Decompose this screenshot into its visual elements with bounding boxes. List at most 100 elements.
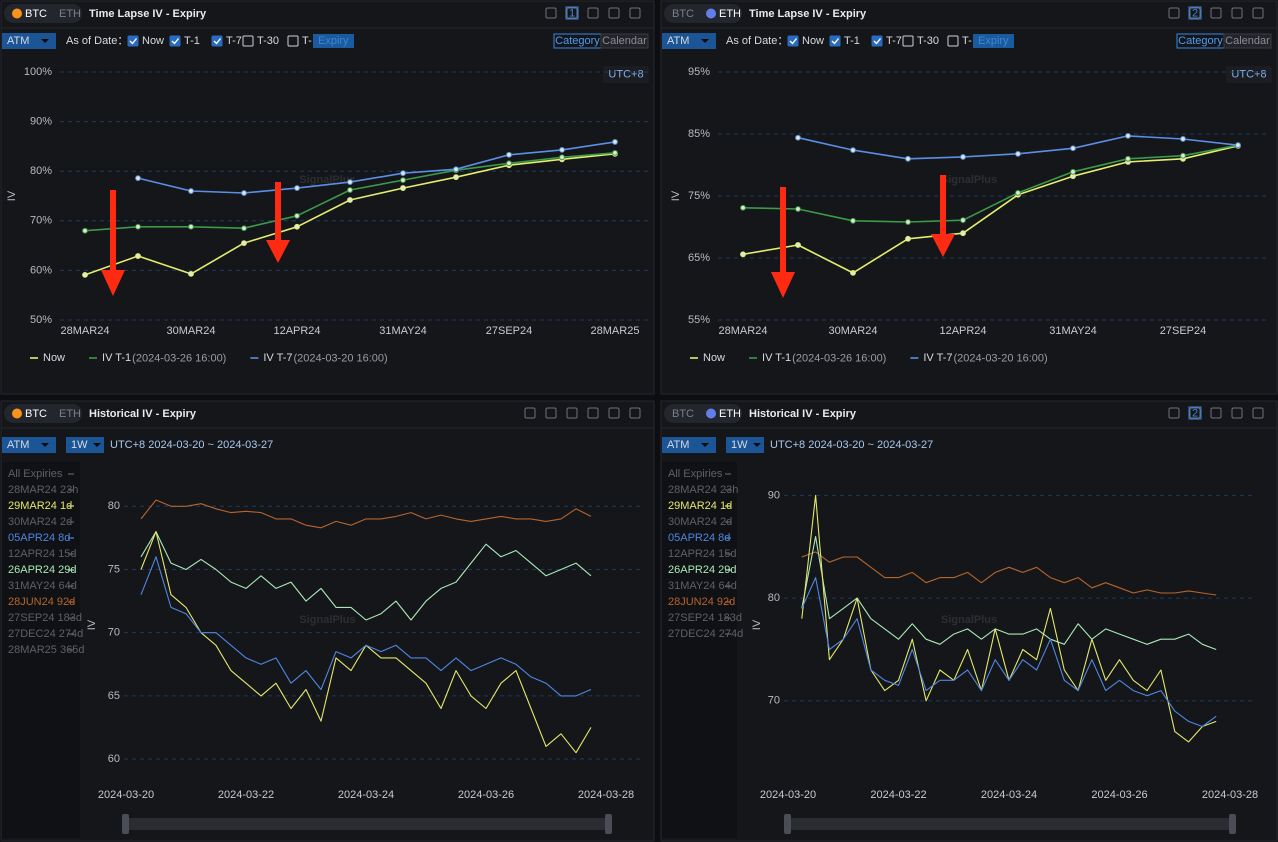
toolbar-icon[interactable] bbox=[1252, 7, 1264, 19]
expiry-item[interactable]: 28MAR24 23h bbox=[8, 484, 78, 496]
legend-label[interactable]: Now bbox=[43, 352, 65, 364]
expiry-item[interactable]: 27SEP24 183d bbox=[8, 612, 82, 624]
expiry-item[interactable]: 05APR24 8d bbox=[8, 532, 70, 544]
mode-dropdown[interactable] bbox=[2, 33, 56, 49]
checkbox[interactable] bbox=[287, 35, 299, 47]
range-slider[interactable] bbox=[784, 818, 1236, 830]
page-badge-box[interactable] bbox=[565, 6, 579, 20]
checkbox[interactable] bbox=[127, 35, 139, 47]
toolbar-icon[interactable] bbox=[566, 407, 578, 419]
checkbox[interactable] bbox=[787, 35, 799, 47]
legend-label[interactable]: IV T-7 bbox=[263, 352, 292, 364]
expiry-item[interactable]: 28MAR24 23h bbox=[668, 484, 738, 496]
slider-handle[interactable] bbox=[1229, 814, 1236, 834]
period-value: 1W bbox=[71, 439, 88, 451]
expiry-item[interactable]: 31MAY24 64d bbox=[8, 580, 77, 592]
slider-handle[interactable] bbox=[784, 814, 791, 834]
slider-handle[interactable] bbox=[122, 814, 129, 834]
range-slider[interactable] bbox=[122, 818, 612, 830]
mode-dropdown[interactable] bbox=[662, 33, 716, 49]
y-axis-label: IV bbox=[670, 190, 682, 201]
page-badge-box[interactable] bbox=[1188, 406, 1202, 420]
toolbar-icon[interactable] bbox=[1252, 407, 1264, 419]
page-badge-box[interactable] bbox=[1188, 6, 1202, 20]
toolbar-icon[interactable] bbox=[524, 407, 536, 419]
expiry-input[interactable] bbox=[973, 34, 1014, 48]
expiry-item[interactable]: 27DEC24 274d bbox=[668, 628, 743, 640]
expiry-item[interactable]: 26APR24 29d bbox=[8, 564, 77, 576]
expiry-item[interactable]: All Expiries bbox=[8, 468, 63, 480]
toolbar-icon[interactable] bbox=[1168, 7, 1180, 19]
toolbar-icon[interactable] bbox=[587, 7, 599, 19]
toolbar-icon[interactable] bbox=[587, 407, 599, 419]
expiry-item[interactable]: 28JUN24 92d bbox=[8, 596, 75, 608]
checkbox[interactable] bbox=[871, 35, 883, 47]
toolbar-icon[interactable] bbox=[1189, 7, 1201, 19]
view-toggle[interactable] bbox=[1223, 33, 1272, 49]
period-dropdown[interactable] bbox=[66, 437, 104, 453]
checkbox[interactable] bbox=[169, 35, 181, 47]
checkbox[interactable] bbox=[211, 35, 223, 47]
expiry-item[interactable]: 30MAR24 2d bbox=[8, 516, 72, 528]
legend-label[interactable]: IV T-1 bbox=[102, 352, 131, 364]
expiry-item[interactable]: 29MAR24 1d bbox=[8, 500, 72, 512]
point bbox=[82, 271, 88, 278]
toolbar-icon[interactable] bbox=[629, 407, 641, 419]
legend-label[interactable]: IV T-7 bbox=[923, 352, 952, 364]
toolbar-icon[interactable] bbox=[608, 7, 620, 19]
expiry-item[interactable]: 12APR24 15d bbox=[668, 548, 737, 560]
tab[interactable]: ETH bbox=[719, 408, 741, 420]
expiry-item[interactable]: 28MAR25 365d bbox=[8, 644, 84, 656]
toolbar-icon[interactable] bbox=[1189, 407, 1201, 419]
dropdown-caret bbox=[41, 443, 49, 447]
view-toggle[interactable] bbox=[600, 33, 649, 49]
expiry-item[interactable]: 30MAR24 2d bbox=[668, 516, 732, 528]
toolbar-icon[interactable] bbox=[566, 7, 578, 19]
expiry-item[interactable]: 27DEC24 274d bbox=[8, 628, 83, 640]
expiry-placeholder: Expiry bbox=[978, 35, 1009, 47]
point bbox=[188, 270, 194, 277]
checkbox[interactable] bbox=[902, 35, 914, 47]
toolbar-icon[interactable] bbox=[1231, 407, 1243, 419]
toolbar-icon[interactable] bbox=[629, 7, 641, 19]
watermark: SignalPlus bbox=[299, 614, 355, 626]
period-dropdown[interactable] bbox=[726, 437, 764, 453]
toolbar-icon[interactable] bbox=[1210, 407, 1222, 419]
x-tick-label: 2024-03-28 bbox=[1202, 789, 1258, 801]
tab[interactable]: BTC bbox=[25, 408, 47, 420]
toolbar-icon[interactable] bbox=[1231, 7, 1243, 19]
tab[interactable]: ETH bbox=[719, 8, 741, 20]
watermark: SignalPlus bbox=[941, 174, 997, 186]
expiry-item[interactable]: 29MAR24 1d bbox=[668, 500, 732, 512]
checkbox[interactable] bbox=[829, 35, 841, 47]
expiry-item[interactable]: All Expiries bbox=[668, 468, 723, 480]
toolbar-icon[interactable] bbox=[545, 7, 557, 19]
y-tick-label: 70 bbox=[108, 627, 120, 639]
tab[interactable]: ETH bbox=[59, 8, 81, 20]
toolbar-icon[interactable] bbox=[545, 407, 557, 419]
expiry-item[interactable]: 26APR24 29d bbox=[668, 564, 737, 576]
slider-handle[interactable] bbox=[605, 814, 612, 834]
expiry-item[interactable]: 27SEP24 183d bbox=[668, 612, 742, 624]
expiry-input[interactable] bbox=[313, 34, 354, 48]
expiry-item[interactable]: 31MAY24 64d bbox=[668, 580, 737, 592]
mode-dropdown[interactable] bbox=[662, 437, 716, 453]
checkbox[interactable] bbox=[242, 35, 254, 47]
expiry-item[interactable]: 12APR24 15d bbox=[8, 548, 77, 560]
legend-label[interactable]: Now bbox=[703, 352, 725, 364]
tab[interactable]: ETH bbox=[59, 408, 81, 420]
tab[interactable]: BTC bbox=[672, 8, 694, 20]
mode-dropdown[interactable] bbox=[2, 437, 56, 453]
expiry-item[interactable]: 28JUN24 92d bbox=[668, 596, 735, 608]
tab[interactable]: BTC bbox=[672, 408, 694, 420]
legend-label[interactable]: IV T-1 bbox=[762, 352, 791, 364]
checkbox[interactable] bbox=[947, 35, 959, 47]
toolbar-icon[interactable] bbox=[1210, 7, 1222, 19]
toolbar-icon[interactable] bbox=[608, 407, 620, 419]
point bbox=[795, 206, 801, 212]
tab[interactable]: BTC bbox=[25, 8, 47, 20]
expiry-item[interactable]: 05APR24 8d bbox=[668, 532, 730, 544]
toolbar-icon[interactable] bbox=[1168, 407, 1180, 419]
point bbox=[559, 154, 565, 161]
